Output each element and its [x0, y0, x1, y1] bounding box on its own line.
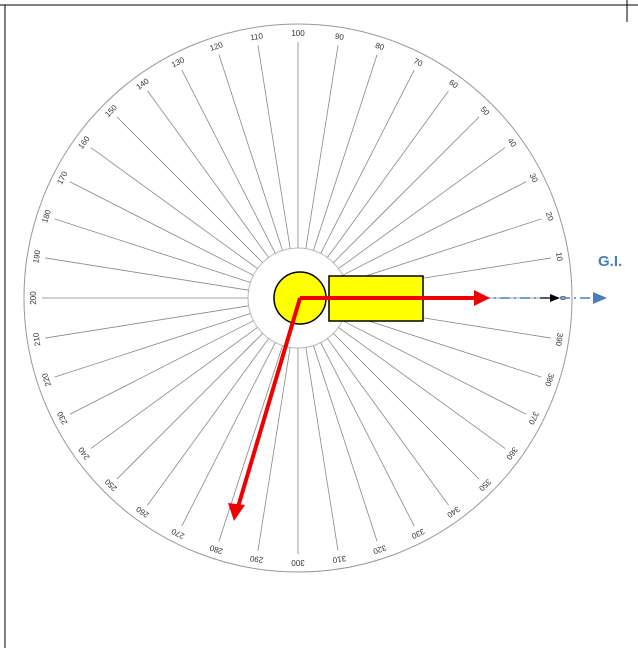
spoke [116, 116, 263, 263]
dial-label: 180 [40, 208, 53, 224]
dial-label: 380 [543, 372, 556, 388]
dial-label: 140 [135, 76, 152, 91]
dial-label: 250 [103, 477, 119, 493]
dial-label: 390 [554, 332, 565, 347]
spoke [181, 69, 276, 254]
spoke [313, 345, 378, 542]
dial-label: 300 [291, 558, 305, 567]
spoke [181, 342, 276, 527]
dial-label: 40 [506, 136, 519, 149]
spoke [342, 181, 527, 276]
dial-label: 370 [526, 410, 540, 426]
spoke [257, 45, 291, 249]
spoke [54, 313, 251, 378]
dial-label: 90 [334, 32, 345, 42]
dial-label: 360 [504, 445, 519, 462]
dial-label: 260 [134, 504, 151, 519]
spoke [218, 345, 283, 542]
spoke [320, 342, 415, 527]
dial-label: 100 [291, 29, 305, 38]
dial-label: 350 [477, 477, 493, 493]
dial-label: 330 [410, 527, 426, 541]
dial-label: 160 [77, 134, 92, 151]
dial-label: 130 [170, 55, 186, 69]
spoke [338, 327, 506, 449]
dial-label: 60 [447, 78, 460, 91]
dial-label: 290 [249, 554, 264, 565]
spoke [69, 181, 254, 276]
spoke [116, 333, 263, 480]
spoke [69, 320, 254, 415]
dial-label: 210 [31, 332, 42, 347]
spoke [327, 338, 449, 506]
dial-label: 200 [29, 291, 38, 305]
spoke [90, 147, 258, 269]
dial-label: 50 [479, 105, 492, 118]
spoke [327, 90, 449, 258]
dial-label: 310 [332, 554, 347, 565]
spoke [257, 347, 291, 551]
dial-label: 150 [103, 103, 119, 119]
spoke [218, 54, 283, 251]
spoke [305, 347, 339, 551]
red-arrowhead-south [228, 503, 245, 521]
dial-label: 190 [31, 249, 42, 264]
dial-label: 220 [40, 371, 53, 387]
dial-label: 120 [209, 40, 225, 53]
red-arrow-south [236, 297, 302, 508]
dial-label: 170 [55, 169, 69, 185]
dial-label: 270 [169, 526, 185, 540]
dial-label: 110 [250, 31, 265, 42]
dial-label: 80 [374, 41, 386, 52]
dial-label: 340 [445, 504, 462, 519]
spoke [313, 54, 378, 251]
dial-label: 230 [55, 410, 69, 426]
dial-label: 70 [412, 56, 425, 68]
dial-label: 240 [76, 445, 91, 462]
outer-circle [23, 23, 573, 573]
spoke [54, 218, 251, 283]
dial-label: 280 [208, 543, 224, 556]
spoke [305, 45, 339, 249]
dial-label: 320 [371, 543, 387, 556]
dial-label: 20 [544, 211, 555, 223]
spoke [320, 69, 415, 254]
spoke [147, 338, 269, 506]
spoke [345, 218, 542, 283]
direction-label: G.I. [598, 253, 622, 270]
spoke [147, 90, 269, 258]
spoke [90, 327, 258, 449]
spoke [342, 320, 527, 415]
spoke [333, 116, 480, 263]
spoke [338, 147, 506, 269]
spoke [333, 333, 480, 480]
red-arrowhead-east [474, 290, 490, 306]
spoke [345, 313, 542, 378]
spoke [45, 257, 249, 291]
spoke [45, 305, 249, 339]
dial-label: 10 [554, 252, 564, 263]
dial-label: 30 [528, 172, 540, 185]
